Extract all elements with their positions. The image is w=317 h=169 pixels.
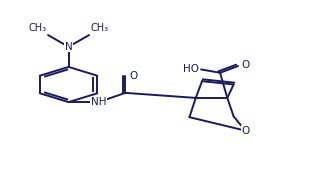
Text: CH₃: CH₃ bbox=[91, 23, 109, 33]
Text: HO: HO bbox=[183, 64, 199, 74]
Text: CH₃: CH₃ bbox=[28, 23, 47, 33]
Text: NH: NH bbox=[91, 97, 106, 107]
Text: N: N bbox=[65, 42, 72, 52]
Text: O: O bbox=[241, 126, 249, 136]
Text: O: O bbox=[242, 60, 250, 70]
Text: O: O bbox=[129, 71, 138, 81]
